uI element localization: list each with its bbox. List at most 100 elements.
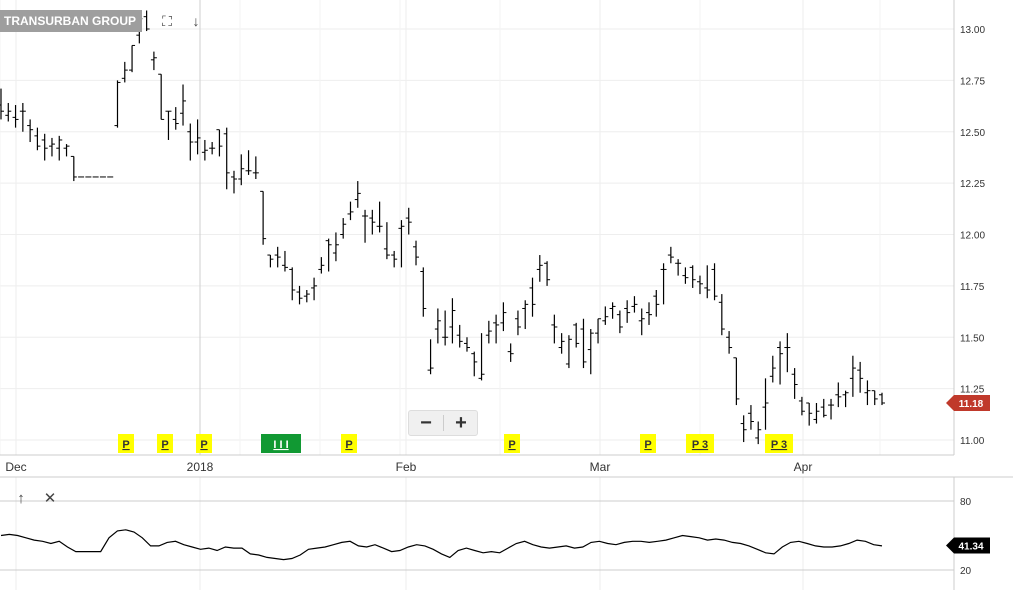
ohlc-bar xyxy=(442,310,449,346)
ohlc-bar xyxy=(267,254,274,268)
ohlc-bar xyxy=(879,392,885,406)
ohlc-bar xyxy=(609,302,616,319)
instrument-title[interactable]: TRANSURBAN GROUP xyxy=(0,10,142,32)
ohlc-bar xyxy=(755,421,762,445)
ohlc-bar xyxy=(842,390,849,408)
ohlc-bar xyxy=(478,333,485,381)
ohlc-bar xyxy=(463,337,470,352)
ohlc-bar xyxy=(281,250,288,272)
ohlc-bar xyxy=(551,314,558,344)
ohlc-bar xyxy=(289,267,296,301)
ohlc-bar xyxy=(820,398,827,418)
ohlc-bar xyxy=(427,339,434,375)
ohlc-bar xyxy=(762,378,769,430)
event-marker-label: P 3 xyxy=(771,439,787,451)
ohlc-bar xyxy=(485,320,492,344)
ohlc-bar xyxy=(806,402,813,426)
ohlc-bar xyxy=(456,324,463,348)
price-tick-label: 11.00 xyxy=(960,436,985,447)
zoom-in-button[interactable]: + xyxy=(455,412,467,434)
ohlc-bar xyxy=(0,88,4,120)
ohlc-bar xyxy=(252,156,259,180)
ohlc-bar xyxy=(522,300,529,330)
ohlc-bar xyxy=(514,310,521,336)
ohlc-bar xyxy=(857,361,864,393)
ohlc-bar xyxy=(689,265,696,288)
ohlc-bar xyxy=(187,123,194,161)
ohlc-bar xyxy=(660,263,667,305)
ohlc-bars-layer xyxy=(0,10,885,445)
ohlc-bar xyxy=(471,351,478,377)
current-price-value: 11.18 xyxy=(959,399,984,410)
ohlc-bar xyxy=(216,129,223,157)
ohlc-bar xyxy=(362,209,369,243)
arrow-down-icon[interactable]: ↓ xyxy=(192,13,200,29)
event-marker-bg xyxy=(261,434,301,453)
ohlc-bar xyxy=(718,294,725,336)
ohlc-bar xyxy=(704,265,711,299)
event-marker: I I I xyxy=(261,434,301,453)
event-marker-bg xyxy=(118,434,134,453)
ohlc-bar xyxy=(631,296,638,313)
ohlc-bar xyxy=(791,368,798,399)
event-marker: P 3 xyxy=(686,434,714,453)
price-tick-label: 13.00 xyxy=(960,25,985,36)
ohlc-bar xyxy=(34,127,41,151)
ohlc-bar xyxy=(638,308,645,336)
ohlc-bar xyxy=(507,343,514,362)
arrow-up-icon[interactable]: ↑ xyxy=(17,490,25,507)
ohlc-bar xyxy=(180,84,187,126)
ohlc-bar xyxy=(733,357,740,406)
price-tick-label: 11.50 xyxy=(960,333,985,344)
ohlc-bar xyxy=(223,127,230,190)
ohlc-bar xyxy=(376,201,383,233)
ohlc-bar xyxy=(726,331,733,354)
value-tags-layer: 11.18 41.34 xyxy=(946,395,990,554)
ohlc-bar xyxy=(798,396,805,416)
ohlc-bar xyxy=(201,139,208,161)
event-marker: P xyxy=(157,434,173,453)
ohlc-bar xyxy=(747,405,754,430)
ohlc-bar xyxy=(209,142,216,155)
event-marker: P xyxy=(341,434,357,453)
event-marker: P xyxy=(504,434,520,453)
zoom-control: − + xyxy=(408,410,478,436)
ohlc-bar xyxy=(667,246,674,264)
ohlc-bar xyxy=(529,277,536,317)
ohlc-bar xyxy=(121,61,128,83)
indicator-line xyxy=(0,529,883,561)
ohlc-bar xyxy=(682,267,689,284)
close-icon[interactable]: ✕ xyxy=(43,490,57,507)
ohlc-bar xyxy=(56,135,63,161)
x-axis-label: Dec xyxy=(5,460,26,474)
x-axis-label: 2018 xyxy=(187,460,214,474)
x-axis-label: Feb xyxy=(396,460,417,474)
ohlc-bar xyxy=(420,267,427,317)
event-marker-label: P xyxy=(508,439,515,451)
ohlc-bar xyxy=(696,275,703,295)
event-marker: P xyxy=(640,434,656,453)
ohlc-bar xyxy=(675,259,682,276)
ohlc-bar xyxy=(143,10,150,32)
ohlc-bar xyxy=(129,44,136,73)
ohlc-bar xyxy=(150,51,157,71)
ohlc-bar xyxy=(573,322,580,348)
ohlc-bar xyxy=(172,107,179,130)
ohlc-bar xyxy=(318,257,325,274)
event-marker-label: P xyxy=(122,439,129,451)
ohlc-bar xyxy=(646,302,653,325)
ohlc-bar xyxy=(602,306,609,325)
indicator-current-value: 41.34 xyxy=(958,541,983,552)
event-marker-label: P xyxy=(345,439,352,451)
ohlc-bar xyxy=(48,137,55,157)
ohlc-bar xyxy=(354,181,361,208)
expand-icon[interactable]: ⛶ xyxy=(162,13,172,29)
indicator-layer xyxy=(0,529,883,561)
ohlc-bar xyxy=(41,133,48,161)
zoom-out-button[interactable]: − xyxy=(420,412,432,434)
price-tick-label: 12.75 xyxy=(960,76,985,87)
ohlc-bar xyxy=(303,289,310,303)
ohlc-bar xyxy=(260,190,267,245)
